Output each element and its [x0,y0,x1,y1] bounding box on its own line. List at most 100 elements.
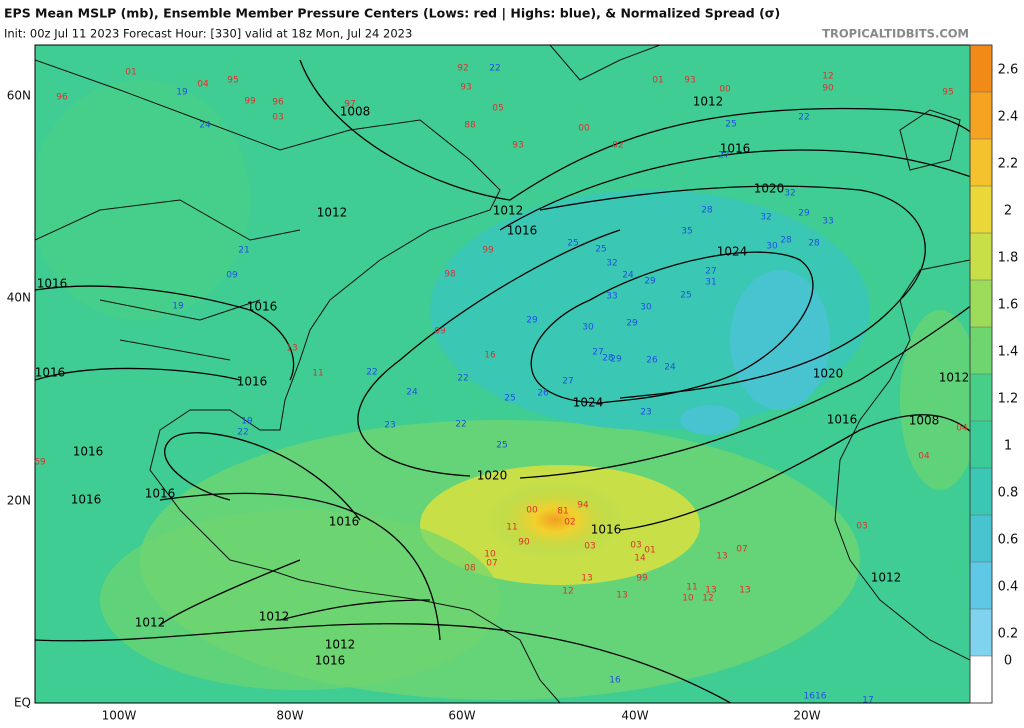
low-center: 01 [125,68,136,78]
low-center: 94 [577,501,589,511]
subtitle: Init: 00z Jul 11 2023 Forecast Hour: [33… [4,27,412,41]
low-center: 03 [856,522,867,532]
isobar-label: 1008 [909,414,940,428]
low-center: 07 [736,545,747,555]
low-center: 93 [460,83,471,93]
low-center: 12 [822,72,833,82]
high-center: 33 [822,217,833,227]
low-center: 00 [526,506,538,516]
isobar-label: 1012 [325,638,356,652]
colorbar-label: 2.2 [998,157,1019,172]
high-center: 31 [705,278,716,288]
low-center: 10 [484,550,496,560]
high-center: 25 [504,394,515,404]
isobar-label: 1012 [693,95,724,109]
low-center: 05 [492,104,503,114]
low-center: 98 [444,270,456,280]
low-center: 07 [486,559,497,569]
low-center: 93 [512,141,523,151]
isobar-label: 1016 [827,413,858,427]
lon-label: 40W [621,709,648,723]
lat-label: 60N [7,89,31,103]
lat-label: 20N [7,494,31,508]
low-center: 13 [581,574,592,584]
isobar-label: 1016 [315,654,346,668]
colorbar-band [970,280,992,327]
low-center: 99 [482,246,494,256]
high-center: 22 [489,64,500,74]
high-center: 22 [366,368,377,378]
isobar-label: 1012 [939,371,970,385]
low-center: 00 [719,85,731,95]
colorbar-band [970,515,992,562]
lon-label: 20W [793,709,820,723]
lon-label: 80W [276,709,303,723]
colorbar-band [970,233,992,280]
low-center: 95 [227,76,238,86]
isobar-label: 1020 [754,182,785,196]
isobar-label: 1016 [237,375,268,389]
title: EPS Mean MSLP (mb), Ensemble Member Pres… [4,6,780,21]
high-center: 19 [241,417,253,427]
colorbar-band [970,609,992,656]
low-center: 12 [702,594,713,604]
high-center: 26 [537,389,549,399]
colorbar-label: 1.6 [998,298,1019,313]
colorbar-band [970,139,992,186]
high-center: 28 [808,239,820,249]
colorbar-label: 0.2 [998,627,1019,642]
low-center: 90 [518,538,530,548]
lon-label: 100W [102,709,137,723]
low-center: 88 [464,121,476,131]
high-center: 26 [646,356,658,366]
isobar-label: 1012 [259,610,290,624]
high-center: 21 [238,246,249,256]
low-center: 13 [739,586,750,596]
low-center: 01 [652,76,663,86]
high-center: 22 [798,113,809,123]
high-center: 22 [457,374,468,384]
isobar-label: 1016 [35,366,66,380]
lon-label: 60W [448,709,475,723]
low-center: 90 [822,84,834,94]
credit: TROPICALTIDBITS.COM [822,27,969,41]
low-center: 11 [686,583,697,593]
high-center: 19 [176,88,188,98]
high-center: 22 [455,420,466,430]
low-center: 03 [584,542,595,552]
low-center: 00 [578,124,590,134]
high-center: 09 [226,271,238,281]
high-center: 27 [705,267,716,277]
low-center: 03 [272,113,283,123]
isobar-label: 1016 [37,277,68,291]
low-center: 99 [636,574,648,584]
high-center: 28 [602,354,614,364]
isobar-label: 1012 [317,206,348,220]
high-center: 19 [172,302,184,312]
low-center: 02 [564,518,575,528]
low-center: 10 [682,594,694,604]
colorbar-label: 0 [1004,654,1012,669]
isobar-label: 1016 [507,224,538,238]
lat-label: EQ [14,696,31,710]
low-center: 69 [34,458,46,468]
colorbar-band [970,92,992,139]
colorbar-band [970,374,992,421]
low-center: 12 [562,587,573,597]
colorbar-band [970,45,992,92]
low-center: 93 [684,76,695,86]
colorbar-label: 1.4 [998,345,1019,360]
isobar-label: 1016 [145,487,176,501]
colorbar-label: 0.8 [998,486,1019,501]
isobar-label: 1016 [71,493,102,507]
high-center: 29 [626,319,638,329]
isobar-label: 1016 [591,523,622,537]
isobar-label: 1016 [247,300,278,314]
isobar-label: 1020 [477,469,508,483]
low-center: 13 [616,591,627,601]
high-center: 25 [595,245,606,255]
low-center: 81 [557,507,568,517]
low-center: 13 [286,344,297,354]
colorbar-band [970,327,992,374]
high-center: 30 [766,242,778,252]
